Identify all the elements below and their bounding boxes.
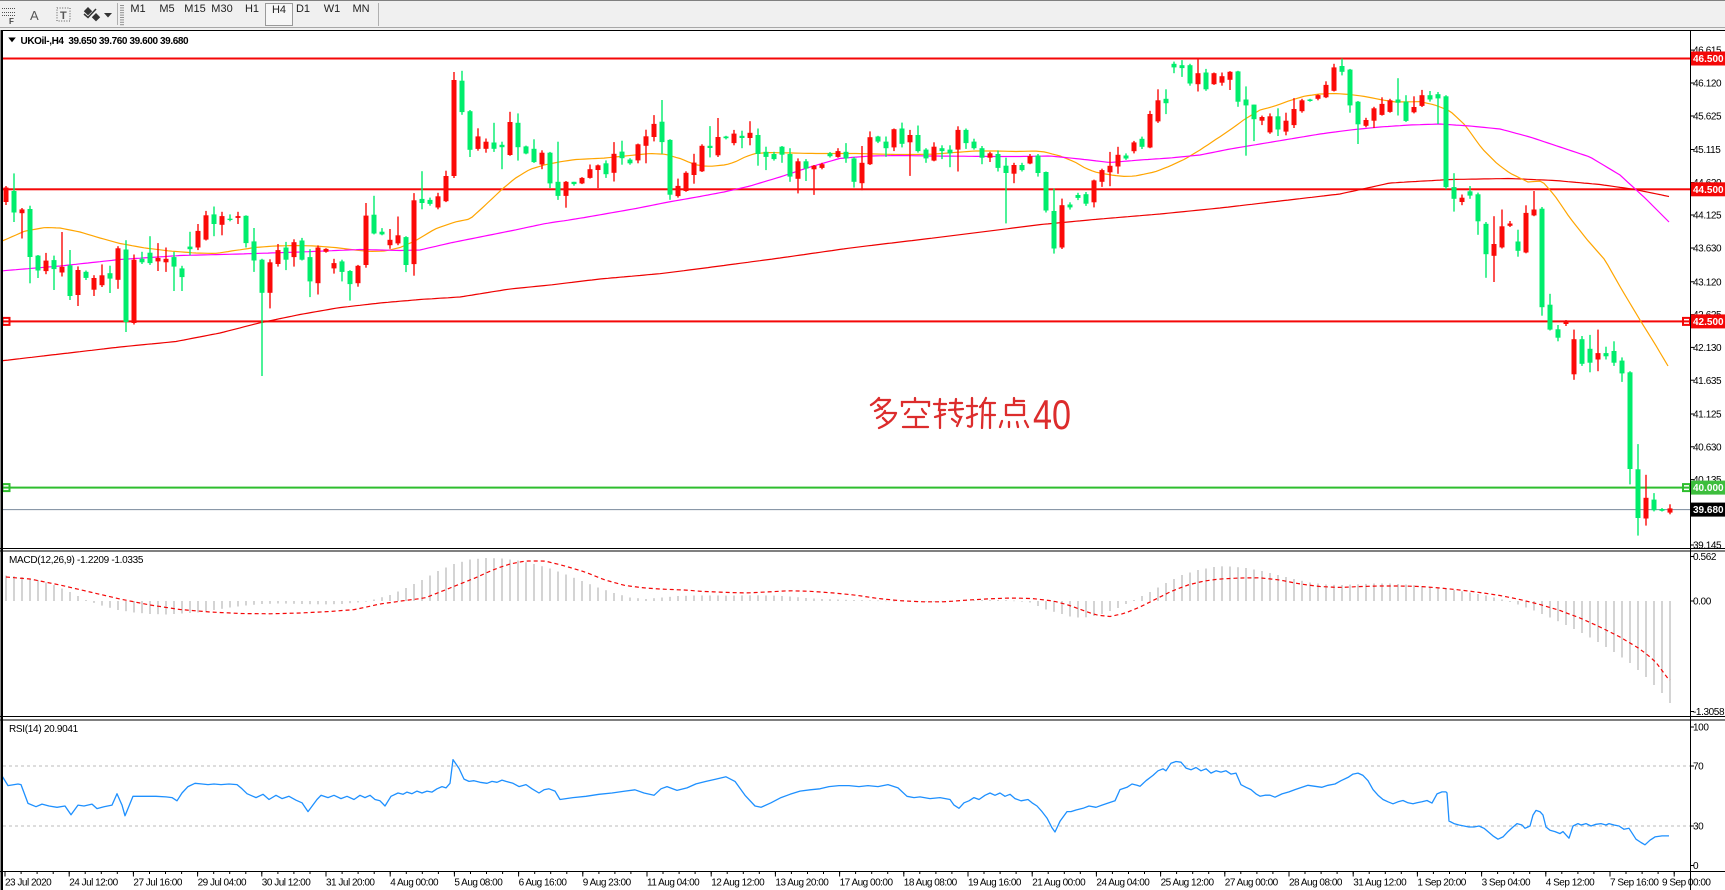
svg-text:23 Jul 2020: 23 Jul 2020 [5, 878, 52, 889]
svg-text:19 Aug 16:00: 19 Aug 16:00 [968, 878, 1022, 889]
svg-text:9 Aug 23:00: 9 Aug 23:00 [583, 878, 632, 889]
svg-text:44.500: 44.500 [1693, 185, 1724, 196]
svg-text:7 Sep 16:00: 7 Sep 16:00 [1610, 878, 1659, 889]
svg-text:0.00: 0.00 [1693, 597, 1712, 608]
svg-text:39.680: 39.680 [1693, 505, 1724, 516]
svg-text:29 Jul 04:00: 29 Jul 04:00 [198, 878, 247, 889]
svg-text:41.635: 41.635 [1693, 376, 1722, 387]
svg-text:MACD(12,26,9) -1.2209 -1.0335: MACD(12,26,9) -1.2209 -1.0335 [9, 555, 144, 566]
svg-text:31 Jul 20:00: 31 Jul 20:00 [326, 878, 375, 889]
svg-text:12 Aug 12:00: 12 Aug 12:00 [711, 878, 765, 889]
svg-text:17 Aug 00:00: 17 Aug 00:00 [840, 878, 894, 889]
svg-text:13 Aug 20:00: 13 Aug 20:00 [775, 878, 829, 889]
svg-text:43.630: 43.630 [1693, 244, 1722, 255]
svg-text:21 Aug 00:00: 21 Aug 00:00 [1032, 878, 1086, 889]
svg-text:RSI(14) 20.9041: RSI(14) 20.9041 [9, 724, 79, 735]
svg-text:31 Aug 12:00: 31 Aug 12:00 [1353, 878, 1407, 889]
svg-text:24 Jul 12:00: 24 Jul 12:00 [69, 878, 118, 889]
svg-text:40.000: 40.000 [1693, 483, 1724, 494]
svg-text:45.115: 45.115 [1693, 145, 1721, 156]
svg-text:18 Aug 08:00: 18 Aug 08:00 [904, 878, 958, 889]
svg-text:43.120: 43.120 [1693, 277, 1722, 288]
svg-text:3 Sep 04:00: 3 Sep 04:00 [1482, 878, 1531, 889]
svg-text:0: 0 [1693, 861, 1699, 872]
svg-text:42.500: 42.500 [1693, 317, 1724, 328]
svg-text:27 Jul 16:00: 27 Jul 16:00 [133, 878, 182, 889]
svg-text:30 Jul 12:00: 30 Jul 12:00 [262, 878, 311, 889]
svg-text:1 Sep 20:00: 1 Sep 20:00 [1417, 878, 1466, 889]
svg-text:A: A [30, 8, 39, 23]
svg-text:44.125: 44.125 [1693, 211, 1722, 222]
svg-text:39.145: 39.145 [1693, 541, 1722, 552]
svg-text:46.120: 46.120 [1693, 79, 1722, 90]
svg-text:25 Aug 12:00: 25 Aug 12:00 [1161, 878, 1215, 889]
svg-text:4 Aug 00:00: 4 Aug 00:00 [390, 878, 439, 889]
svg-text:0.562: 0.562 [1693, 552, 1717, 563]
svg-text:-1.3058: -1.3058 [1693, 707, 1725, 718]
svg-text:F: F [9, 17, 14, 26]
svg-text:4 Sep 12:00: 4 Sep 12:00 [1546, 878, 1595, 889]
svg-text:27 Aug 00:00: 27 Aug 00:00 [1225, 878, 1279, 889]
svg-text:41.125: 41.125 [1693, 410, 1722, 421]
svg-text:45.625: 45.625 [1693, 112, 1722, 123]
svg-text:46.500: 46.500 [1693, 54, 1724, 65]
svg-text:UKOil-,H4 39.650 39.760 39.60: UKOil-,H4 39.650 39.760 39.600 39.680 [21, 36, 190, 47]
svg-text:70: 70 [1693, 762, 1704, 773]
svg-text:28 Aug 08:00: 28 Aug 08:00 [1289, 878, 1343, 889]
svg-text:40: 40 [1033, 391, 1071, 438]
svg-text:24 Aug 04:00: 24 Aug 04:00 [1096, 878, 1150, 889]
svg-text:46.615: 46.615 [1693, 46, 1722, 57]
svg-text:30: 30 [1693, 822, 1704, 833]
svg-text:6 Aug 16:00: 6 Aug 16:00 [519, 878, 568, 889]
svg-text:9 Sep 00:00: 9 Sep 00:00 [1662, 878, 1711, 889]
svg-text:T: T [60, 10, 67, 22]
svg-text:5 Aug 08:00: 5 Aug 08:00 [454, 878, 503, 889]
svg-text:40.630: 40.630 [1693, 442, 1722, 453]
svg-text:42.130: 42.130 [1693, 343, 1722, 354]
svg-text:11 Aug 04:00: 11 Aug 04:00 [647, 878, 700, 889]
svg-text:100: 100 [1693, 723, 1709, 734]
